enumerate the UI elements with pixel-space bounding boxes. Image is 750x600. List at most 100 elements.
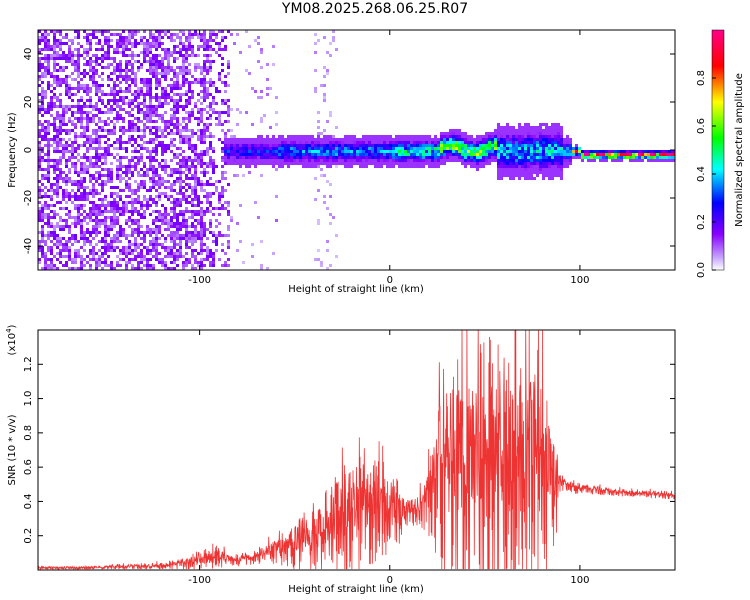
spectrogram-cell [173,261,176,264]
spectrogram-cell [206,237,209,240]
spectrogram-cell [329,144,332,147]
spectrogram-cell [80,219,83,222]
spectrogram-cell [77,255,80,258]
spectrogram-cell [194,195,197,198]
spectrogram-cell [395,144,398,147]
spectrogram-cell [98,165,101,168]
spectrogram-cell [89,219,92,222]
spectrogram-cell [173,153,176,156]
spectrogram-cell [161,180,164,183]
spectrogram-cell [149,84,152,87]
spectrogram-cell [206,90,209,93]
colorbar-tick-label: 0.2 [696,214,707,230]
spectrogram-cell [188,84,191,87]
spectrogram-cell [551,147,554,150]
spectrogram-cell [191,81,194,84]
spectrogram-cell [188,225,191,228]
spectrogram-cell [188,42,191,45]
spectrogram-cell [71,222,74,225]
spectrogram-cell [503,153,506,156]
spectrogram-cell [524,150,527,153]
spectrogram-cell [59,48,62,51]
spectrogram-cell [521,174,524,177]
spectrogram-cell [266,267,269,270]
spectrogram-cell [251,156,254,159]
spectrogram-cell [176,216,179,219]
spectrogram-cell [266,162,269,165]
spectrogram-cell [101,135,104,138]
spectrogram-cell [344,162,347,165]
spectrogram-cell [38,99,41,102]
spectrogram-cell [452,153,455,156]
spectrogram-cell [194,165,197,168]
spectrogram-cell [236,108,239,111]
spectrogram-cell [92,237,95,240]
spectrogram-cell [455,135,458,138]
spectrogram-cell [167,84,170,87]
spectrogram-cell [263,150,266,153]
spectrogram-cell [335,165,338,168]
spectrogram-cell [509,126,512,129]
spectrogram-cell [509,147,512,150]
spectrogram-cell [197,66,200,69]
spectrogram-cell [413,156,416,159]
spectrogram-cell [560,153,563,156]
spectrogram-cell [200,183,203,186]
spectrogram-cell [104,162,107,165]
spectrogram-cell [221,57,224,60]
spectrogram-cell [503,132,506,135]
spectrogram-cell [56,234,59,237]
spectrogram-cell [464,135,467,138]
spectrogram-cell [185,141,188,144]
spectrogram-cell [59,132,62,135]
spectrogram-cell [101,78,104,81]
spectrogram-cell [488,135,491,138]
spectrogram-cell [407,150,410,153]
spectrogram-cell [191,213,194,216]
spectrogram-cell [131,189,134,192]
spectrogram-cell [188,45,191,48]
spectrogram-cell [86,159,89,162]
spectrogram-cell [83,231,86,234]
spectrogram-cell [323,201,326,204]
spectrogram-cell [140,204,143,207]
spectrogram-cell [347,141,350,144]
spectrogram-cell [158,30,161,33]
spectrogram-cell [374,159,377,162]
spectrogram-cell [284,144,287,147]
spectrogram-cell [107,228,110,231]
spectrogram-cell [134,180,137,183]
spectrogram-cell [599,156,602,159]
spectrogram-cell [203,93,206,96]
spectrogram-cell [77,204,80,207]
spectrogram-cell [167,213,170,216]
spectrogram-cell [356,156,359,159]
spectrogram-cell [119,51,122,54]
spectrogram-cell [212,171,215,174]
spectrogram-cell [284,159,287,162]
spectrogram-cell [83,72,86,75]
spectrogram-cell [518,147,521,150]
spectrogram-cell [194,240,197,243]
spectrogram-cell [371,144,374,147]
spectrogram-cell [248,147,251,150]
spectrogram-cell [182,135,185,138]
spectrogram-cell [77,66,80,69]
spectrogram-cell [173,60,176,63]
spectrogram-cell [209,210,212,213]
spectrogram-cell [143,141,146,144]
spectrogram-cell [548,141,551,144]
spectrogram-cell [668,150,671,153]
spectrogram-cell [557,159,560,162]
spectrogram-cell [221,192,224,195]
spectrogram-cell [272,156,275,159]
spectrogram-cell [371,141,374,144]
spectrogram-cell [275,144,278,147]
spectrogram-cell [209,183,212,186]
spectrogram-cell [41,252,44,255]
spectrogram-cell [578,150,581,153]
spectrogram-cell [632,153,635,156]
spectrogram-cell [443,144,446,147]
spectrogram-cell [80,108,83,111]
spectrogram-cell [251,150,254,153]
